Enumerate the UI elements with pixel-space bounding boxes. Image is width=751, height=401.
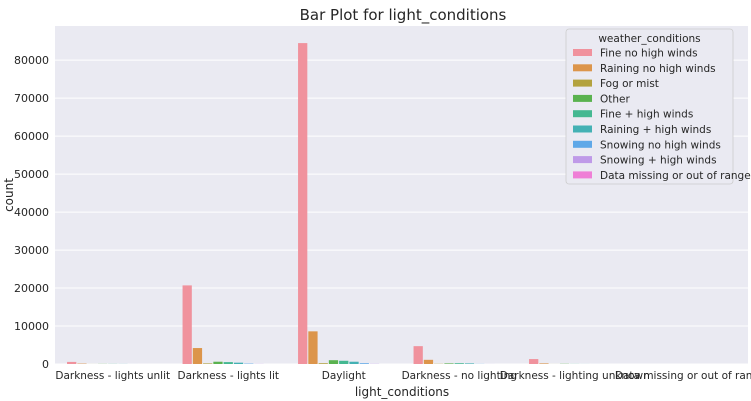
y-axis-ticks: 0 10000 20000 30000 40000 50000 60000 70000 8000… [14, 54, 49, 371]
bar [339, 360, 349, 364]
y-tick-label: 10000 [14, 320, 49, 333]
bar [539, 363, 549, 364]
x-axis-label: light_conditions [355, 385, 449, 399]
x-tick-label: Darkness - lights lit [178, 370, 279, 382]
y-tick-label: 60000 [14, 130, 49, 143]
x-tick-label: Daylight [322, 370, 366, 382]
legend-entry: Data missing or out of range [600, 170, 751, 182]
legend: weather_conditions Fine no high winds Rain… [565, 28, 751, 185]
bar [413, 346, 423, 364]
y-tick-label: 20000 [14, 282, 49, 295]
legend-swatch [573, 79, 592, 87]
y-tick-label: 50000 [14, 168, 49, 181]
bar [192, 348, 203, 364]
legend-swatch [573, 94, 592, 102]
bar [308, 331, 318, 364]
legend-entry: Raining + high winds [600, 124, 711, 136]
legend-title: weather_conditions [598, 33, 700, 45]
legend-entry: Snowing + high winds [600, 155, 717, 167]
legend-entry: Snowing no high winds [600, 139, 721, 151]
legend-swatch [573, 140, 592, 148]
legend-swatch [573, 110, 592, 118]
y-tick-label: 70000 [14, 92, 49, 105]
x-tick-label: Darkness - lighting unknown [500, 370, 650, 382]
bar [454, 363, 464, 364]
bar [182, 285, 192, 364]
x-tick-label: Darkness - no lighting [402, 370, 517, 382]
x-axis-ticks: Darkness - lights unlit Darkness - lights… [55, 370, 751, 382]
bar [464, 363, 475, 364]
bar [349, 361, 359, 364]
x-tick-label: Darkness - lights unlit [55, 370, 170, 382]
bar [328, 360, 339, 364]
legend-box [565, 28, 734, 185]
legend-swatch [573, 171, 592, 179]
bar [213, 361, 223, 364]
bar [529, 359, 539, 364]
bar [233, 362, 244, 364]
bar [444, 363, 454, 364]
legend-entry: Other [600, 93, 630, 105]
y-tick-label: 40000 [14, 206, 49, 219]
legend-swatch [573, 125, 592, 133]
legend-swatch [573, 64, 592, 72]
legend-entry: Fine no high winds [600, 48, 698, 60]
y-tick-label: 0 [42, 358, 49, 371]
bar [298, 43, 308, 365]
legend-entry: Fine + high winds [600, 109, 693, 121]
bar [423, 359, 434, 364]
bar [67, 361, 77, 364]
legend-swatch [573, 156, 592, 164]
legend-swatch [573, 49, 592, 56]
x-tick-label: Data missing or out of range [615, 370, 751, 382]
chart-title: Bar Plot for light_conditions [300, 6, 507, 25]
bars [67, 43, 600, 365]
y-tick-label: 80000 [14, 54, 49, 67]
bar [359, 363, 369, 364]
legend-entry: Fog or mist [600, 78, 659, 90]
bar [203, 363, 213, 364]
bar [318, 363, 328, 364]
y-tick-label: 30000 [14, 244, 49, 257]
legend-entry: Raining no high winds [600, 63, 716, 75]
bar [223, 362, 233, 364]
y-axis-label: count [2, 178, 16, 212]
